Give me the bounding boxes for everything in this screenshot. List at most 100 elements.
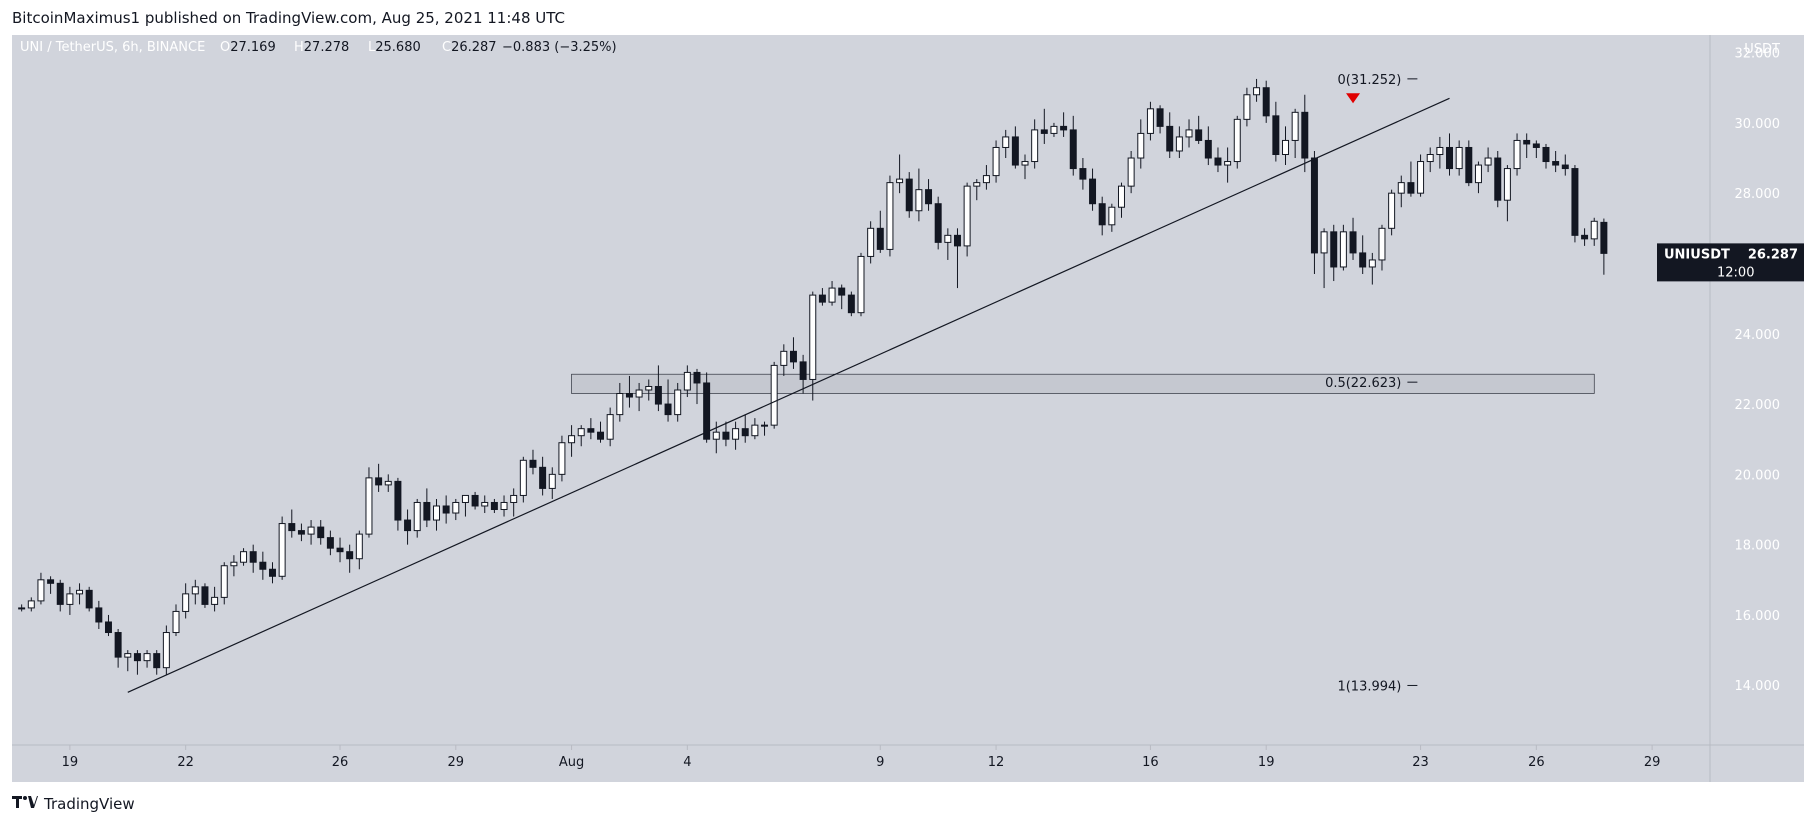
candle — [1175, 126, 1183, 159]
candle — [1002, 129, 1010, 159]
candle-body — [249, 551, 257, 563]
candle — [1513, 133, 1521, 176]
candle — [47, 576, 55, 594]
candle-body — [162, 632, 170, 669]
candle-body — [1002, 136, 1010, 148]
candle — [992, 140, 1000, 183]
candle — [1117, 182, 1125, 218]
candle-body — [1359, 252, 1367, 268]
candle-body — [693, 371, 701, 384]
candle-body — [510, 494, 518, 503]
y-tick-label: 30.000 — [1735, 117, 1781, 132]
candle-body — [616, 393, 624, 416]
candle — [1407, 161, 1415, 197]
candle — [1484, 147, 1492, 173]
candle-body — [905, 178, 913, 212]
candle — [1523, 133, 1531, 159]
candle-body — [56, 582, 64, 605]
chart-container[interactable]: 0(31.252) 0.5(22.623) 1(13.994) 14.000 16.0… — [12, 35, 1804, 782]
candle — [143, 650, 151, 668]
candle-body — [732, 428, 740, 440]
x-tick-label: 22 — [177, 755, 194, 770]
fib-level-label: 0(31.252) — [1337, 73, 1401, 88]
candle-body — [934, 203, 942, 243]
candle-countdown: 12:00 — [1717, 265, 1754, 280]
candle-body — [500, 501, 508, 511]
candle-body — [1561, 164, 1569, 170]
candle — [394, 477, 402, 531]
candle — [230, 555, 238, 577]
candle-body — [1397, 182, 1405, 194]
last-price-tag: UNIUSDT 26.287 12:00 — [1657, 243, 1804, 282]
candle-body — [1523, 139, 1531, 145]
candle — [818, 288, 826, 306]
candle-body — [645, 385, 653, 391]
candle — [124, 650, 132, 672]
candle — [1446, 133, 1454, 176]
candle-body — [1079, 168, 1087, 180]
candle — [973, 179, 981, 201]
candle-body — [1503, 168, 1511, 201]
x-tick-label: 19 — [1258, 755, 1275, 770]
candle — [1127, 150, 1135, 194]
candle — [664, 379, 672, 422]
candle-body — [722, 431, 730, 440]
candle — [56, 579, 64, 612]
candle — [741, 414, 749, 443]
y-tick-label: 24.000 — [1735, 328, 1781, 343]
svg-text:−0.883 (−3.25%): −0.883 (−3.25%) — [502, 40, 617, 55]
candle — [249, 544, 257, 573]
candle — [548, 467, 556, 499]
candle-body — [982, 175, 990, 184]
candle-body — [712, 431, 720, 440]
candle-body — [886, 182, 894, 250]
candle — [828, 281, 836, 306]
candle — [1214, 147, 1222, 173]
candle-body — [635, 389, 643, 398]
candle — [1494, 150, 1502, 208]
candle-body — [268, 568, 276, 577]
x-tick-label: 19 — [62, 755, 79, 770]
candle — [384, 474, 392, 492]
candle-body — [558, 442, 566, 475]
candle-body — [1339, 231, 1347, 268]
candle-body — [1166, 125, 1174, 152]
plot-background — [12, 35, 1804, 782]
x-tick-label: 26 — [1528, 755, 1545, 770]
candle-body — [818, 294, 826, 303]
candle-body — [259, 561, 267, 570]
candle — [597, 421, 605, 443]
candle-body — [85, 589, 93, 609]
candle — [1185, 119, 1193, 148]
fib-level-label: 0.5(22.623) — [1325, 376, 1401, 391]
candle — [307, 520, 315, 545]
candle-body — [191, 586, 199, 595]
candle-body — [597, 431, 605, 440]
footer-brand: TradingView — [44, 794, 135, 813]
candle-body — [1426, 154, 1434, 163]
candle — [1040, 108, 1048, 144]
candle — [616, 382, 624, 422]
candle — [635, 382, 643, 412]
candle-body — [1581, 234, 1589, 240]
candle — [297, 523, 305, 542]
candle-body — [278, 523, 286, 577]
candle-body — [365, 477, 373, 535]
candle-body — [809, 294, 817, 380]
candle — [1320, 228, 1328, 289]
candle-body — [789, 350, 797, 363]
candlestick-chart[interactable]: 0(31.252) 0.5(22.623) 1(13.994) 14.000 16.0… — [12, 35, 1804, 782]
candle — [1011, 126, 1019, 169]
candle — [876, 210, 884, 253]
candle — [1330, 224, 1338, 282]
candle-body — [1021, 161, 1029, 166]
candle — [1465, 140, 1473, 187]
ohlc-values: O27.169 H27.278 L25.680 C26.287 −0.883 (… — [220, 40, 617, 55]
candle-body — [751, 424, 759, 437]
svg-text:H27.278: H27.278 — [294, 40, 349, 55]
support-zone — [571, 373, 1595, 394]
candle — [654, 365, 662, 412]
candle-body — [114, 632, 122, 658]
candle — [1233, 115, 1241, 169]
candle — [182, 583, 190, 619]
